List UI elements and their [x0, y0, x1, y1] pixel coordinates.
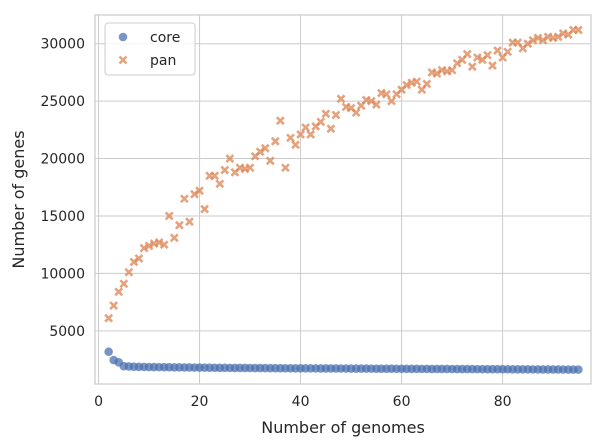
data-point-pan: [174, 220, 184, 230]
data-point-pan: [215, 179, 225, 189]
series-pan: [104, 25, 583, 323]
data-point-pan: [195, 186, 204, 196]
data-point-pan: [154, 237, 164, 247]
data-point-pan: [286, 133, 295, 143]
y-tick-labels: 5000 10000 15000 20000 25000 30000: [40, 37, 85, 340]
data-point-pan: [134, 254, 144, 263]
data-point-pan: [124, 267, 134, 277]
data-point-pan: [447, 65, 457, 75]
data-point-pan: [467, 62, 477, 72]
data-point-pan: [210, 171, 220, 181]
data-point-pan: [291, 140, 300, 150]
data-point-pan: [503, 47, 513, 57]
y-tick-label: 10000: [40, 266, 85, 282]
data-point-pan: [533, 33, 543, 43]
data-point-pan: [185, 217, 194, 227]
data-point-pan: [422, 79, 432, 89]
legend-box: [104, 22, 196, 76]
data-point-pan: [275, 116, 285, 126]
plot-border: [94, 14, 592, 385]
data-point-pan: [169, 233, 179, 243]
data-point-pan: [331, 110, 341, 120]
data-point-pan: [220, 165, 230, 175]
data-point-pan: [144, 241, 154, 251]
data-point-pan: [472, 53, 482, 62]
y-tick-label: 20000: [40, 152, 85, 168]
data-point-pan: [573, 25, 583, 35]
y-tick-label: 25000: [40, 94, 85, 110]
y-tick-label: 5000: [49, 324, 85, 340]
x-tick-label: 60: [393, 394, 411, 410]
data-points: [104, 25, 583, 374]
data-point-pan: [493, 46, 502, 56]
x-axis-label: Number of genomes: [261, 418, 425, 437]
legend-entry-core: core: [118, 30, 180, 46]
legend-entry-pan: pan: [118, 53, 176, 69]
data-point-pan: [265, 156, 275, 166]
data-point-pan: [316, 117, 326, 127]
data-point-pan: [296, 130, 305, 139]
data-point-pan: [225, 154, 235, 163]
data-point-pan: [109, 301, 119, 310]
y-tick-label: 15000: [40, 209, 85, 225]
data-point-pan: [200, 204, 210, 214]
data-point-core: [574, 365, 583, 374]
data-point-pan: [402, 80, 412, 90]
legend-marker-symbol: [118, 55, 128, 65]
data-point-pan: [164, 211, 174, 221]
data-point-pan: [387, 96, 396, 106]
y-tick-label: 30000: [40, 37, 85, 53]
data-point-pan: [382, 89, 391, 99]
x-tick-label: 80: [494, 394, 512, 410]
legend-label-pan: pan: [150, 53, 176, 69]
data-point-pan: [483, 50, 492, 60]
data-point-pan: [336, 94, 346, 104]
data-point-pan: [301, 123, 311, 132]
data-point-pan: [488, 61, 497, 70]
data-point-pan: [326, 124, 336, 134]
legend: core pan: [104, 22, 196, 76]
data-point-pan: [321, 109, 331, 119]
legend-marker-pan: [118, 55, 128, 65]
legend-label-core: core: [150, 30, 180, 46]
data-point-pan: [412, 77, 422, 87]
data-point-pan: [245, 163, 255, 173]
data-point-pan: [351, 108, 361, 118]
data-point-pan: [104, 313, 114, 323]
data-point-pan: [462, 49, 472, 59]
legend-marker-core: [118, 32, 128, 42]
data-point-pan: [306, 130, 316, 139]
data-point-pan: [270, 136, 280, 146]
data-point-pan: [528, 35, 538, 45]
data-point-pan: [260, 143, 270, 153]
data-point-pan: [159, 240, 169, 250]
y-axis-label: Number of genes: [9, 130, 28, 268]
data-point-pan: [114, 287, 124, 297]
data-point-pan: [371, 100, 381, 109]
x-tick-label: 20: [191, 394, 209, 410]
x-tick-labels: 0 20 40 60 80: [94, 394, 511, 410]
x-tick-label: 40: [292, 394, 310, 410]
data-point-pan: [139, 243, 149, 253]
data-point-pan: [179, 194, 189, 204]
data-point-core: [104, 347, 113, 357]
data-point-pan: [281, 163, 290, 173]
x-tick-label: 0: [94, 394, 103, 410]
series-core: [104, 347, 583, 374]
plot-frame: [94, 14, 592, 385]
data-point-pan: [119, 279, 129, 289]
legend-marker-symbol: [118, 32, 128, 42]
